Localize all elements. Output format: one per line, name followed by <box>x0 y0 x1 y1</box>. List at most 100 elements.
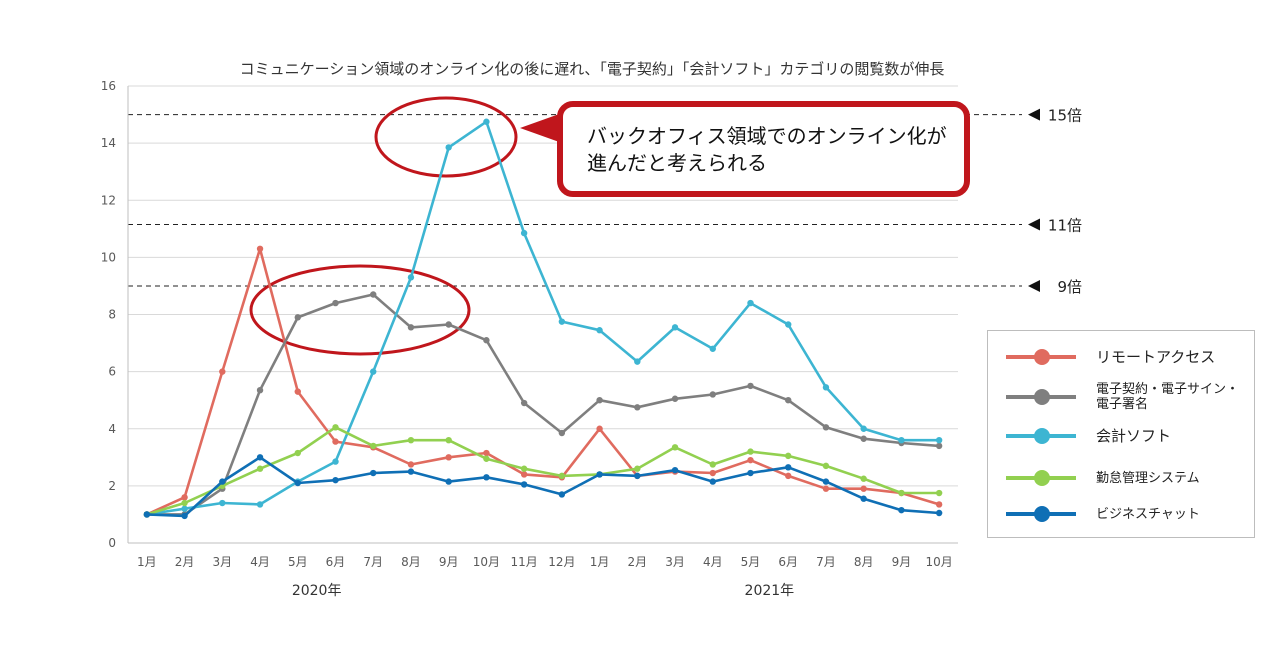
legend-item-business-chat: ビジネスチャット <box>988 504 1256 524</box>
data-point <box>332 299 339 307</box>
y-tick-label: 8 <box>108 308 116 322</box>
data-point <box>445 436 452 444</box>
legend-swatch <box>1006 388 1076 406</box>
data-point <box>822 424 830 431</box>
y-tick-label: 2 <box>108 479 116 493</box>
annotation-line-1: バックオフィス領域でのオンライン化が <box>587 124 947 148</box>
year-label: 2020年 <box>292 583 342 599</box>
highlight-ellipse-econtract-peak <box>249 264 471 356</box>
data-point <box>407 324 415 331</box>
reference-label: 11倍 <box>1048 217 1082 235</box>
data-point <box>407 274 415 281</box>
data-point <box>483 455 490 462</box>
x-tick-label: 7月 <box>363 555 383 569</box>
annotation-line-2: 進んだと考えられる <box>587 151 767 175</box>
data-point <box>747 448 754 455</box>
legend-swatch <box>1006 427 1076 445</box>
data-point <box>822 485 830 492</box>
chart-title: コミュニケーション領域のオンライン化の後に遅れ、「電子契約」「会計ソフト」カテゴ… <box>240 60 945 78</box>
data-point <box>671 466 679 474</box>
legend-item-accounting-software: 会計ソフト <box>988 426 1256 446</box>
data-point <box>370 469 377 477</box>
reference-arrow <box>1028 279 1040 292</box>
legend-swatch <box>1006 348 1076 366</box>
data-point <box>747 456 754 464</box>
data-point <box>219 478 226 485</box>
y-tick-label: 14 <box>101 136 116 150</box>
data-point <box>143 511 151 518</box>
x-tick-label: 7月 <box>816 555 836 569</box>
x-tick-label: 6月 <box>326 555 346 569</box>
data-point <box>520 399 528 407</box>
data-point <box>483 337 490 344</box>
reference-lines: 15倍 11倍 9倍 <box>128 107 1082 296</box>
data-point <box>822 478 830 485</box>
data-point <box>822 384 830 391</box>
y-tick-label: 0 <box>108 536 116 550</box>
data-point <box>520 471 528 478</box>
x-tick-label: 9月 <box>892 555 912 569</box>
legend-label: ビジネスチャット <box>1096 506 1200 522</box>
data-point <box>596 471 603 478</box>
data-point <box>860 485 867 492</box>
data-point <box>860 495 867 502</box>
data-point <box>332 458 339 465</box>
data-point <box>898 489 905 497</box>
x-tick-label: 2月 <box>175 555 195 569</box>
data-point <box>370 291 377 298</box>
data-point <box>860 425 867 432</box>
series-line <box>146 455 940 518</box>
data-point <box>558 429 566 437</box>
chart-legend: リモートアクセス 電子契約・電子サイン・電子署名 会計ソフト 勤怠管理システム … <box>987 330 1255 538</box>
data-point <box>294 449 301 457</box>
legend-item-remote-access: リモートアクセス <box>988 347 1256 367</box>
x-tick-label: 5月 <box>288 555 308 569</box>
y-tick-label: 16 <box>101 79 116 93</box>
data-point <box>294 479 301 487</box>
series-line <box>146 120 940 516</box>
data-point <box>256 245 264 253</box>
data-point <box>634 358 641 365</box>
legend-label: 勤怠管理システム <box>1096 470 1200 486</box>
data-point <box>747 299 754 307</box>
x-tick-label: 11月 <box>510 555 537 569</box>
data-point <box>785 396 792 404</box>
data-point <box>181 494 188 501</box>
data-point <box>709 345 716 352</box>
data-point <box>596 327 603 334</box>
x-tick-label: 1月 <box>590 555 610 569</box>
data-point <box>407 436 415 444</box>
highlight-ellipses <box>249 96 518 356</box>
y-tick-label: 4 <box>108 422 116 436</box>
series-layer <box>143 118 943 520</box>
reference-label: 9倍 <box>1057 278 1082 296</box>
legend-label: 電子契約・電子サイン・電子署名 <box>1096 382 1240 412</box>
callout-pointer <box>520 113 562 143</box>
data-point <box>671 324 679 331</box>
data-point <box>181 512 188 520</box>
data-point <box>747 469 754 477</box>
data-point <box>483 449 490 457</box>
y-tick-label: 6 <box>108 365 116 379</box>
data-point <box>860 475 867 482</box>
x-tick-label: 12月 <box>548 555 575 569</box>
data-point <box>294 388 301 395</box>
data-point <box>445 144 452 151</box>
y-tick-label: 10 <box>101 250 116 264</box>
x-tick-label: 10月 <box>473 555 500 569</box>
highlight-ellipse-accounting-peak <box>374 96 518 178</box>
data-point <box>520 465 528 472</box>
data-point <box>935 501 943 508</box>
data-point <box>445 321 452 328</box>
data-point <box>332 476 339 484</box>
data-point <box>634 472 641 480</box>
data-point <box>370 368 377 375</box>
data-point <box>671 444 679 451</box>
data-point <box>483 118 490 125</box>
y-tick-label: 12 <box>101 193 116 207</box>
data-point <box>558 491 566 498</box>
data-point <box>256 501 264 508</box>
data-point <box>935 489 943 497</box>
axes: 0 2 4 6 8 10 12 14 16 1月 2月 3月 4月 5月 6月 7月 8月 9月 10月 11月 12月… <box>101 79 958 599</box>
